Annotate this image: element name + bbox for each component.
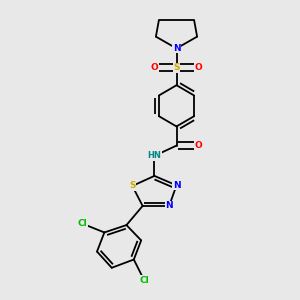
Text: O: O — [195, 141, 203, 150]
Text: N: N — [173, 181, 180, 190]
Text: O: O — [195, 63, 203, 72]
Text: HN: HN — [148, 152, 161, 160]
Text: N: N — [173, 44, 180, 53]
Text: S: S — [129, 182, 136, 190]
Text: N: N — [165, 201, 173, 210]
Text: S: S — [173, 63, 180, 72]
Text: Cl: Cl — [77, 219, 87, 228]
Text: O: O — [151, 63, 158, 72]
Text: Cl: Cl — [139, 276, 149, 285]
